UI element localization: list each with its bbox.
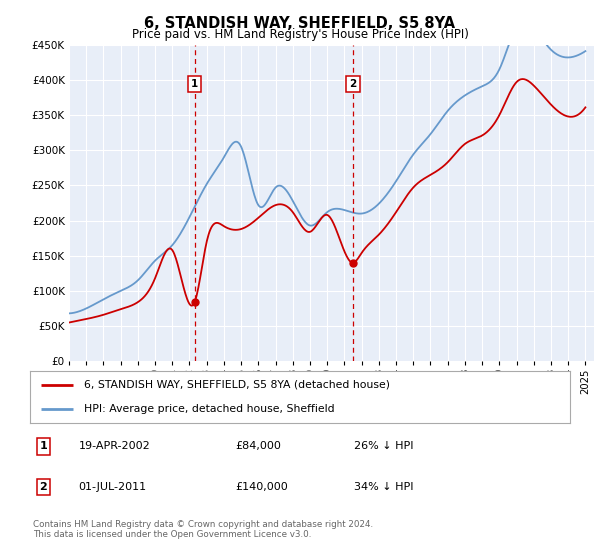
Text: £140,000: £140,000 (235, 482, 288, 492)
Text: 2: 2 (349, 80, 356, 90)
Text: 2: 2 (40, 482, 47, 492)
Text: 1: 1 (191, 80, 198, 90)
Text: 26% ↓ HPI: 26% ↓ HPI (354, 441, 413, 451)
Text: Price paid vs. HM Land Registry's House Price Index (HPI): Price paid vs. HM Land Registry's House … (131, 28, 469, 41)
Text: 1: 1 (40, 441, 47, 451)
Text: Contains HM Land Registry data © Crown copyright and database right 2024.
This d: Contains HM Land Registry data © Crown c… (33, 520, 373, 539)
Text: 01-JUL-2011: 01-JUL-2011 (79, 482, 147, 492)
Text: £84,000: £84,000 (235, 441, 281, 451)
Text: 6, STANDISH WAY, SHEFFIELD, S5 8YA (detached house): 6, STANDISH WAY, SHEFFIELD, S5 8YA (deta… (84, 380, 390, 390)
Text: 34% ↓ HPI: 34% ↓ HPI (354, 482, 413, 492)
Text: 6, STANDISH WAY, SHEFFIELD, S5 8YA: 6, STANDISH WAY, SHEFFIELD, S5 8YA (145, 16, 455, 31)
Text: 19-APR-2002: 19-APR-2002 (79, 441, 151, 451)
Text: HPI: Average price, detached house, Sheffield: HPI: Average price, detached house, Shef… (84, 404, 335, 414)
